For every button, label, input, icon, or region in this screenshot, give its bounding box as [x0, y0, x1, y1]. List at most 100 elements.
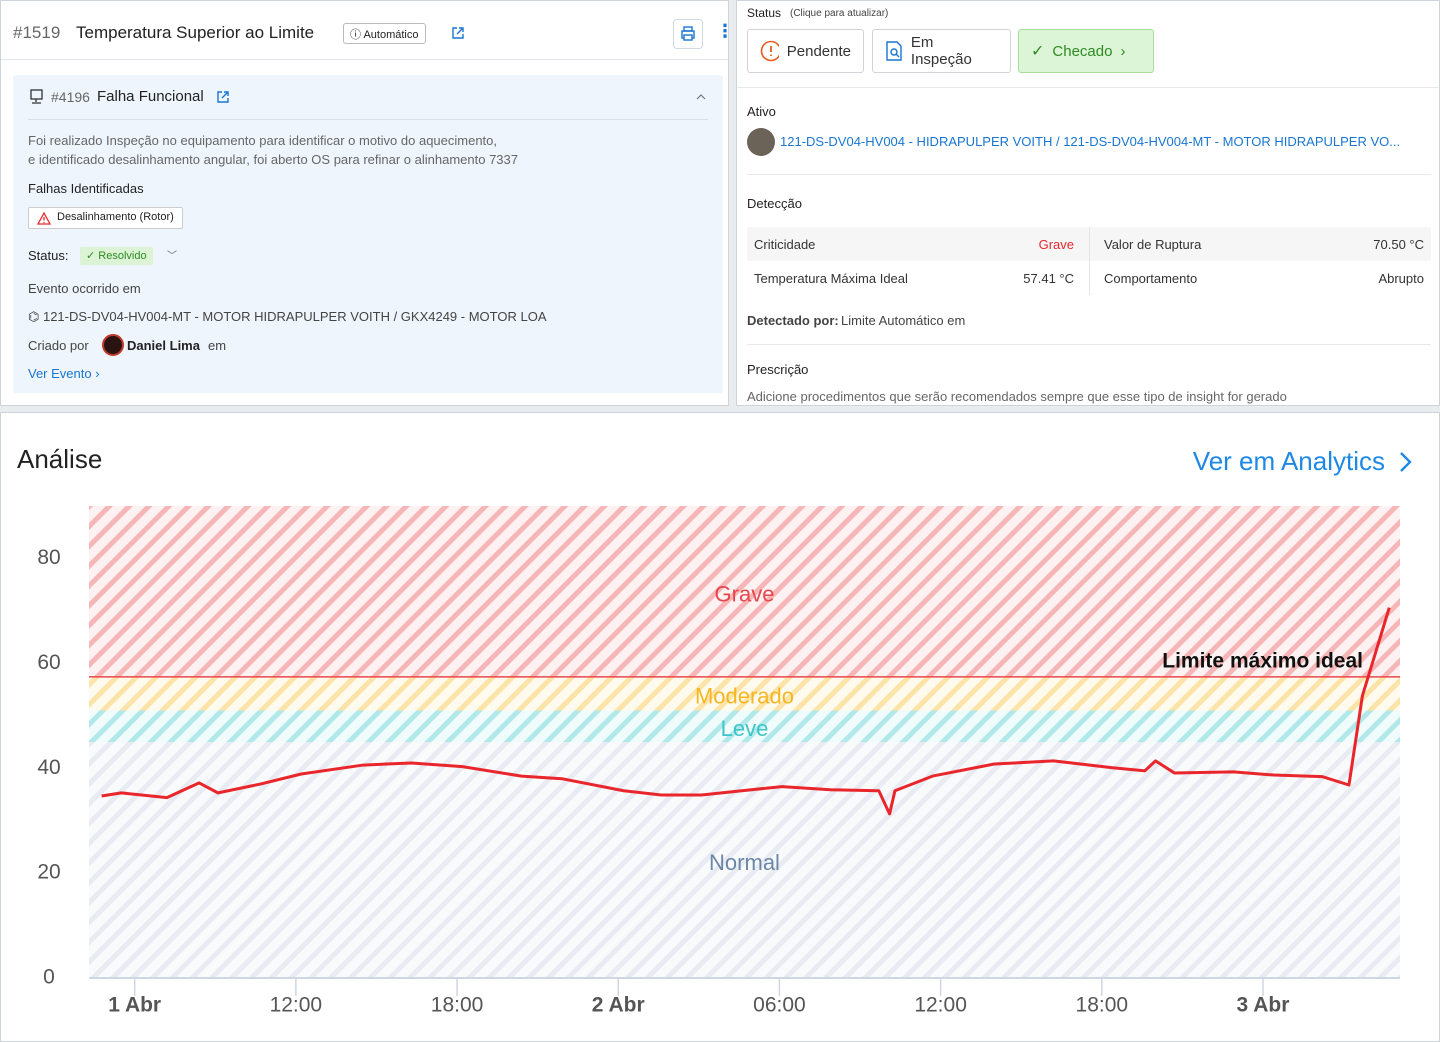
failure-title: Falha Funcional	[97, 88, 204, 105]
check-icon: ✓	[1031, 43, 1045, 60]
cell-value: Abrupto	[1378, 270, 1424, 286]
button-text: Checado	[1052, 42, 1113, 60]
event-label: Evento ocorrido em	[28, 281, 141, 296]
divider	[747, 344, 1431, 345]
x-tick-label: 12:00	[270, 994, 323, 1017]
pending-button[interactable]: Pendente	[747, 29, 864, 73]
temperature-line	[101, 607, 1391, 816]
chart: Análise Ver em Analytics Normal Leve Moder…	[17, 444, 1412, 1017]
insight-title: Temperatura Superior ao Limite	[76, 23, 315, 42]
warning-icon	[37, 212, 51, 225]
detected-by: Limite Automático em	[841, 313, 966, 328]
divider	[737, 87, 1439, 88]
detected-by-label: Detectado por:	[747, 313, 839, 328]
y-tick-label: 20	[37, 861, 60, 884]
created-label: Criado por	[28, 338, 89, 353]
x-tick-label: 12:00	[914, 994, 967, 1017]
inspection-button[interactable]: Em Inspeção	[872, 29, 1011, 73]
divider	[747, 174, 1431, 175]
detection-cell: Valor de Ruptura 70.50 °C	[1097, 227, 1431, 261]
zone-label: Leve	[721, 716, 769, 741]
x-tick-label: 2 Abr	[592, 994, 645, 1017]
divider	[1, 59, 728, 60]
inspection-icon	[886, 41, 902, 61]
divider	[28, 119, 708, 120]
y-tick-label: 60	[37, 651, 60, 674]
cell-value: 57.41 °C	[1023, 270, 1074, 286]
prescription-text: Adicione procedimentos que serão recomen…	[747, 389, 1287, 404]
x-tick-label: 1 Abr	[108, 994, 161, 1017]
analytics-chevron[interactable]	[1400, 452, 1412, 472]
detection-cell: Criticidade Grave	[747, 227, 1081, 261]
button-text: Em Inspeção	[910, 34, 972, 68]
asset-avatar	[747, 128, 775, 156]
status-title: Status	[747, 6, 782, 20]
cell-label: Comportamento	[1104, 270, 1198, 286]
print-button[interactable]	[673, 19, 703, 49]
x-tick-label: 18:00	[431, 994, 484, 1017]
chevron: ›	[1120, 42, 1126, 60]
threshold-label: Limite máximo ideal	[1162, 649, 1363, 672]
cell-value: Grave	[1038, 236, 1074, 252]
creator-avatar	[102, 334, 124, 356]
x-tick-label: 3 Abr	[1237, 994, 1290, 1017]
zone-band	[89, 742, 1400, 978]
fault-text: Desalinhamento (Rotor)	[57, 211, 174, 223]
failure-card: #4196 Falha Funcional Foi realizado Insp…	[13, 75, 723, 393]
status-dropdown[interactable]: ﹀	[167, 251, 177, 262]
menu-button[interactable]: ⋮	[716, 21, 734, 41]
badge-text: Automático	[363, 29, 419, 41]
event-link[interactable]: Ver Evento ›	[28, 366, 100, 381]
auto-badge: ⓘ Automático	[343, 23, 427, 44]
status-panel: Status (Clique para atualizar) Pendente …	[736, 0, 1440, 406]
fault-tag: Desalinhamento (Rotor)	[28, 207, 183, 229]
detection-label: Detecção	[747, 196, 802, 211]
zone-band	[89, 710, 1400, 742]
faults-label: Falhas Identificadas	[28, 181, 144, 196]
detection-cell: Temperatura Máxima Ideal 57.41 °C	[747, 261, 1081, 295]
zone-label: Normal	[709, 850, 780, 875]
description-line: Foi realizado Inspeção no equipamento pa…	[28, 133, 498, 148]
zone-label: Grave	[715, 581, 775, 606]
analysis-panel: Análise Ver em Analytics Normal Leve Moder…	[0, 412, 1440, 1042]
equipment-icon	[30, 89, 43, 104]
external-link-icon[interactable]	[451, 26, 465, 40]
failure-link-icon[interactable]	[216, 90, 230, 104]
cell-label: Criticidade	[754, 236, 816, 252]
collapse-icon[interactable]	[695, 93, 707, 101]
insight-panel: #1519 Temperatura Superior ao Limite ⓘ A…	[0, 0, 734, 406]
cell-label: Temperatura Máxima Ideal	[754, 270, 908, 286]
analytics-link[interactable]: Ver em Analytics	[1193, 446, 1385, 476]
status-badge[interactable]: ✓ Resolvido	[80, 247, 153, 265]
prescription-label: Prescrição	[747, 362, 809, 377]
insight-id: #1519	[13, 23, 61, 42]
cell-label: Valor de Ruptura	[1104, 236, 1202, 252]
zone-label: Moderado	[695, 684, 794, 709]
failure-asset: ⌬ 121-DS-DV04-HV004-MT - MOTOR HIDRAPULP…	[28, 309, 547, 324]
event-link-text: Ver Evento	[28, 366, 92, 381]
asset-link[interactable]: 121-DS-DV04-HV004 - HIDRAPULPER VOITH / …	[780, 134, 1401, 149]
asset-label: Ativo	[747, 104, 776, 119]
x-tick-label: 18:00	[1076, 994, 1129, 1017]
button-text: Pendente	[786, 42, 851, 60]
cell-value: 70.50 °C	[1373, 236, 1424, 252]
description-line: e identificado desalinhamento angular, f…	[28, 152, 518, 167]
y-tick-label: 40	[37, 756, 60, 779]
created-em: em	[208, 338, 227, 353]
divider	[1089, 227, 1090, 295]
y-tick-label: 80	[37, 546, 60, 569]
zone-band	[89, 676, 1400, 711]
status-text: Resolvido	[98, 250, 147, 262]
detection-cell: Comportamento Abrupto	[1097, 261, 1431, 295]
asset-text: 121-DS-DV04-HV004-MT - MOTOR HIDRAPULPER…	[42, 309, 547, 324]
status-hint: (Clique para atualizar)	[790, 8, 889, 19]
y-tick-label: 0	[43, 966, 55, 989]
checked-button[interactable]: ✓ Checado ›	[1018, 29, 1154, 73]
zone-band	[89, 506, 1400, 677]
creator-name: Daniel Lima	[127, 338, 200, 353]
status-label: Status:	[28, 248, 69, 263]
chart-title: Análise	[17, 444, 102, 474]
print-icon	[681, 26, 695, 41]
pending-icon	[760, 40, 779, 62]
